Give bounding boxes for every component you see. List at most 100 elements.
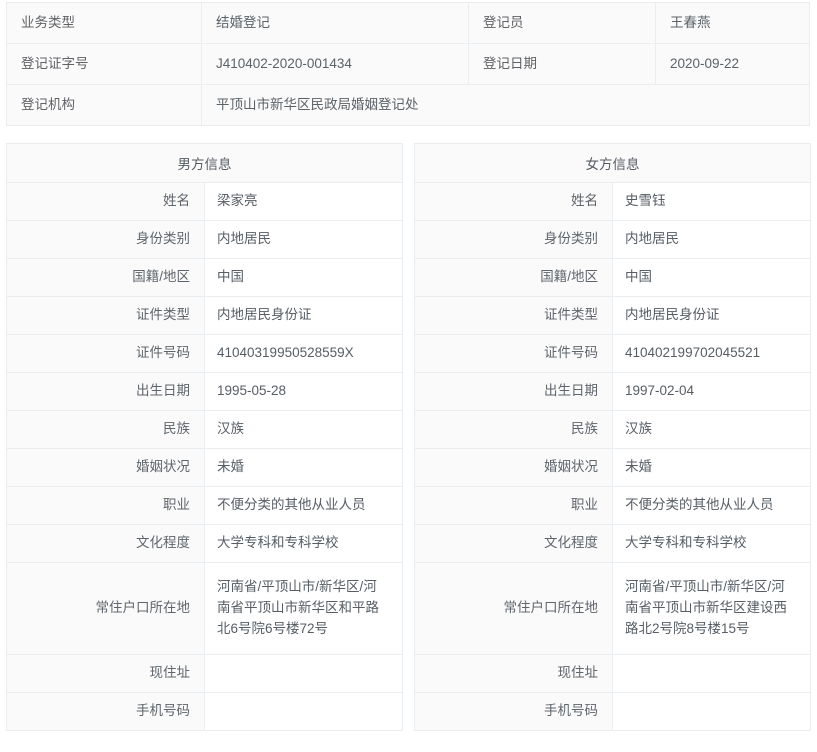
male-label-id-type: 证件类型: [6, 296, 205, 335]
summary-value-registration-org: 平顶山市新华区民政局婚姻登记处: [201, 84, 810, 126]
table-row: 出生日期 1997-02-04: [414, 372, 811, 411]
person-panels: 男方信息 姓名 梁家亮 身份类别 内地居民 国籍/地区 中国 证件类型: [6, 143, 811, 731]
male-value-birth-date: 1995-05-28: [204, 372, 403, 411]
table-row: 职业 不便分类的其他从业人员: [6, 486, 403, 525]
female-value-current-address: [612, 654, 811, 693]
female-info-table-head: 女方信息: [414, 143, 811, 183]
table-row: 姓名 梁家亮: [6, 182, 403, 221]
male-info-table-body: 姓名 梁家亮 身份类别 内地居民 国籍/地区 中国 证件类型 内地居民身份证 证…: [6, 182, 403, 731]
summary-value-registrar: 王春燕: [655, 2, 810, 44]
female-label-current-address: 现住址: [414, 654, 613, 693]
table-row: 常住户口所在地 河南省/平顶山市/新华区/河南省平顶山市新华区建设西路北2号院8…: [414, 562, 811, 655]
female-label-ethnicity: 民族: [414, 410, 613, 449]
summary-label-registrar: 登记员: [468, 2, 656, 44]
female-value-marital-status: 未婚: [612, 448, 811, 487]
summary-table: 业务类型 结婚登记 登记员 王春燕 登记证字号 J410402-2020-001…: [6, 2, 810, 126]
summary-label-certificate-number: 登记证字号: [6, 43, 202, 85]
table-row: 手机号码: [6, 692, 403, 731]
female-value-household-address: 河南省/平顶山市/新华区/河南省平顶山市新华区建设西路北2号院8号楼15号: [612, 562, 811, 655]
male-label-current-address: 现住址: [6, 654, 205, 693]
male-label-identity-category: 身份类别: [6, 220, 205, 259]
male-panel-title: 男方信息: [6, 143, 403, 183]
female-value-identity-category: 内地居民: [612, 220, 811, 259]
table-row: 出生日期 1995-05-28: [6, 372, 403, 411]
female-label-household-address: 常住户口所在地: [414, 562, 613, 655]
male-value-household-address: 河南省/平顶山市/新华区/河南省平顶山市新华区和平路北6号院6号楼72号: [204, 562, 403, 655]
table-row: 民族 汉族: [414, 410, 811, 449]
male-info-panel: 男方信息 姓名 梁家亮 身份类别 内地居民 国籍/地区 中国 证件类型: [6, 143, 403, 731]
male-value-mobile-number: [204, 692, 403, 731]
female-value-id-number: 410402199702045521: [612, 334, 811, 373]
female-value-nationality: 中国: [612, 258, 811, 297]
summary-value-certificate-number: J410402-2020-001434: [201, 43, 469, 85]
male-label-ethnicity: 民族: [6, 410, 205, 449]
male-value-id-type: 内地居民身份证: [204, 296, 403, 335]
female-label-id-number: 证件号码: [414, 334, 613, 373]
male-value-current-address: [204, 654, 403, 693]
summary-label-business-type: 业务类型: [6, 2, 202, 44]
male-label-household-address: 常住户口所在地: [6, 562, 205, 655]
male-label-id-number: 证件号码: [6, 334, 205, 373]
male-value-identity-category: 内地居民: [204, 220, 403, 259]
summary-value-business-type: 结婚登记: [201, 2, 469, 44]
summary-value-registration-date: 2020-09-22: [655, 43, 810, 85]
male-label-marital-status: 婚姻状况: [6, 448, 205, 487]
table-row: 民族 汉族: [6, 410, 403, 449]
table-row: 文化程度 大学专科和专科学校: [6, 524, 403, 563]
female-value-id-type: 内地居民身份证: [612, 296, 811, 335]
summary-label-registration-org: 登记机构: [6, 84, 202, 126]
female-value-ethnicity: 汉族: [612, 410, 811, 449]
female-label-marital-status: 婚姻状况: [414, 448, 613, 487]
female-value-occupation: 不便分类的其他从业人员: [612, 486, 811, 525]
male-label-birth-date: 出生日期: [6, 372, 205, 411]
table-row: 婚姻状况 未婚: [6, 448, 403, 487]
table-row: 身份类别 内地居民: [414, 220, 811, 259]
table-row: 证件类型 内地居民身份证: [414, 296, 811, 335]
male-info-table-head: 男方信息: [6, 143, 403, 183]
table-row: 国籍/地区 中国: [414, 258, 811, 297]
table-row: 文化程度 大学专科和专科学校: [414, 524, 811, 563]
female-label-education: 文化程度: [414, 524, 613, 563]
summary-table-body: 业务类型 结婚登记 登记员 王春燕 登记证字号 J410402-2020-001…: [6, 2, 810, 126]
male-value-id-number: 41040319950528559X: [204, 334, 403, 373]
female-value-mobile-number: [612, 692, 811, 731]
female-info-panel: 女方信息 姓名 史雪钰 身份类别 内地居民 国籍/地区 中国 证件类型: [414, 143, 811, 731]
male-label-education: 文化程度: [6, 524, 205, 563]
table-row: 证件类型 内地居民身份证: [6, 296, 403, 335]
summary-label-registration-date: 登记日期: [468, 43, 656, 85]
female-info-table: 女方信息 姓名 史雪钰 身份类别 内地居民 国籍/地区 中国 证件类型: [414, 143, 811, 731]
table-row: 证件号码 410402199702045521: [414, 334, 811, 373]
male-label-nationality: 国籍/地区: [6, 258, 205, 297]
female-panel-title: 女方信息: [414, 143, 811, 183]
registration-summary-table: 业务类型 结婚登记 登记员 王春燕 登记证字号 J410402-2020-001…: [6, 2, 810, 126]
male-label-mobile-number: 手机号码: [6, 692, 205, 731]
female-label-birth-date: 出生日期: [414, 372, 613, 411]
female-value-name: 史雪钰: [612, 182, 811, 221]
male-value-ethnicity: 汉族: [204, 410, 403, 449]
male-value-occupation: 不便分类的其他从业人员: [204, 486, 403, 525]
table-row: 手机号码: [414, 692, 811, 731]
table-row: 职业 不便分类的其他从业人员: [414, 486, 811, 525]
table-row: 现住址: [6, 654, 403, 693]
female-info-table-body: 姓名 史雪钰 身份类别 内地居民 国籍/地区 中国 证件类型 内地居民身份证 证…: [414, 182, 811, 731]
table-row: 登记机构 平顶山市新华区民政局婚姻登记处: [6, 84, 810, 126]
table-row: 身份类别 内地居民: [6, 220, 403, 259]
table-row: 证件号码 41040319950528559X: [6, 334, 403, 373]
female-label-mobile-number: 手机号码: [414, 692, 613, 731]
male-value-marital-status: 未婚: [204, 448, 403, 487]
male-value-education: 大学专科和专科学校: [204, 524, 403, 563]
table-row: 登记证字号 J410402-2020-001434 登记日期 2020-09-2…: [6, 43, 810, 85]
female-label-occupation: 职业: [414, 486, 613, 525]
female-label-id-type: 证件类型: [414, 296, 613, 335]
male-label-occupation: 职业: [6, 486, 205, 525]
table-row: 男方信息: [6, 143, 403, 183]
female-value-education: 大学专科和专科学校: [612, 524, 811, 563]
table-row: 业务类型 结婚登记 登记员 王春燕: [6, 2, 810, 44]
female-label-identity-category: 身份类别: [414, 220, 613, 259]
table-row: 常住户口所在地 河南省/平顶山市/新华区/河南省平顶山市新华区和平路北6号院6号…: [6, 562, 403, 655]
male-value-nationality: 中国: [204, 258, 403, 297]
male-value-name: 梁家亮: [204, 182, 403, 221]
table-row: 姓名 史雪钰: [414, 182, 811, 221]
female-label-nationality: 国籍/地区: [414, 258, 613, 297]
male-info-table: 男方信息 姓名 梁家亮 身份类别 内地居民 国籍/地区 中国 证件类型: [6, 143, 403, 731]
